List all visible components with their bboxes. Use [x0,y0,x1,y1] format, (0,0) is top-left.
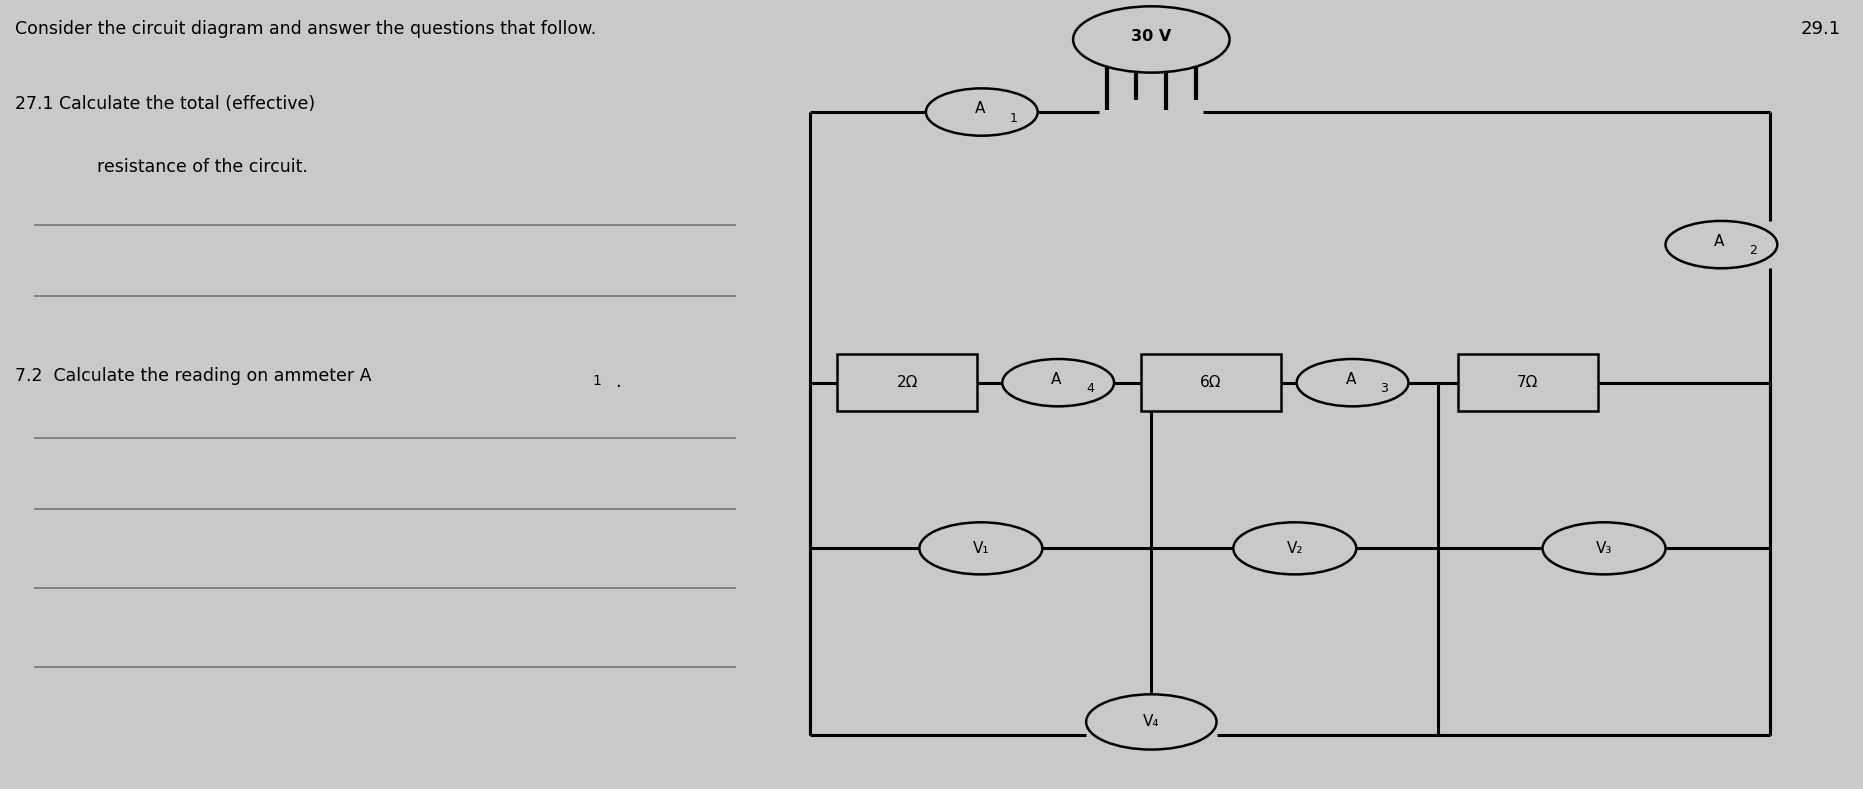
Text: A: A [1714,234,1725,249]
Circle shape [1666,221,1777,268]
Text: 3: 3 [1380,383,1388,395]
Circle shape [926,88,1038,136]
Text: 6Ω: 6Ω [1200,375,1222,391]
Text: .: . [615,373,620,391]
Text: 29.1: 29.1 [1800,20,1841,38]
Text: 4: 4 [1086,383,1094,395]
Circle shape [1002,359,1114,406]
Text: V₄: V₄ [1144,714,1159,730]
Circle shape [1297,359,1408,406]
Circle shape [918,522,1041,574]
Text: A: A [1051,372,1062,387]
Text: 2: 2 [1749,245,1757,257]
Bar [838,354,976,411]
Text: 7.2  Calculate the reading on ammeter A: 7.2 Calculate the reading on ammeter A [15,367,371,385]
Text: A: A [1345,372,1356,387]
Text: 30 V: 30 V [1131,28,1172,44]
Text: V₂: V₂ [1287,540,1302,556]
Text: A: A [974,101,986,117]
Text: V₁: V₁ [972,540,989,556]
Bar [1140,354,1282,411]
Text: 27.1 Calculate the total (effective): 27.1 Calculate the total (effective) [15,95,315,113]
Circle shape [1543,522,1666,574]
Text: 7Ω: 7Ω [1516,375,1539,391]
Text: 2Ω: 2Ω [896,375,918,391]
Text: 1: 1 [592,374,602,388]
Text: resistance of the circuit.: resistance of the circuit. [97,158,307,176]
Text: Consider the circuit diagram and answer the questions that follow.: Consider the circuit diagram and answer … [15,20,596,38]
Circle shape [1073,6,1230,73]
Circle shape [1233,522,1356,574]
Text: 1: 1 [1010,112,1017,125]
Text: V₃: V₃ [1597,540,1611,556]
Circle shape [1086,694,1217,750]
Bar [1457,354,1597,411]
